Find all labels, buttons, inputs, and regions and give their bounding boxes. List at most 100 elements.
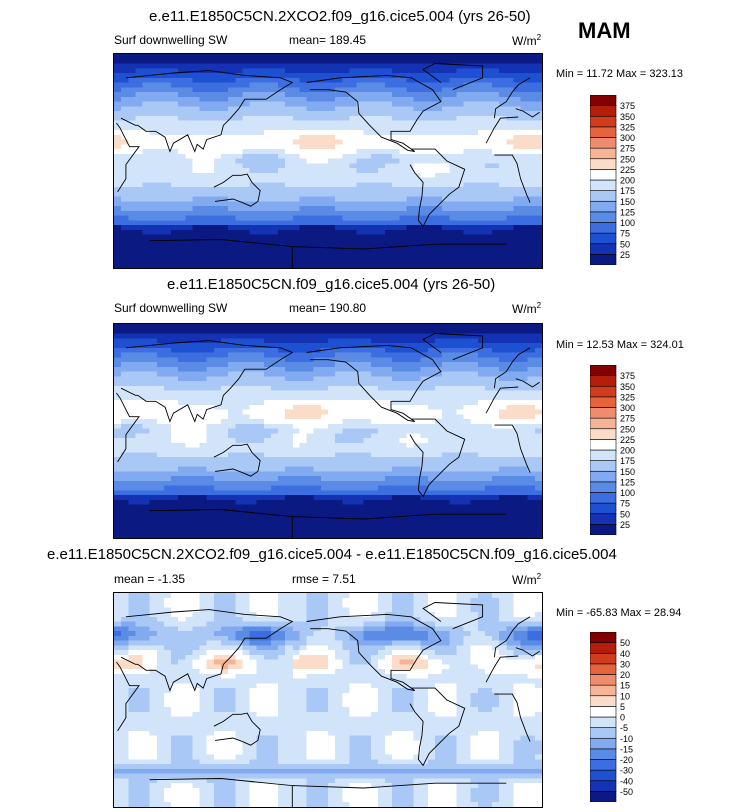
coastline-outline [306,74,442,152]
panel2-title: e.e11.E1850C5CN.f09_g16.cice5.004 (yrs 2… [167,276,496,293]
colorbar-swatch [590,780,617,792]
coastline-outline [120,340,540,423]
colorbar-tick-label: 375 [620,101,635,111]
colorbar-tick-label: 125 [620,477,635,487]
panel2-map [113,323,543,539]
colorbar-swatch [590,513,617,525]
coastline-outline [409,148,466,228]
panel3-title: e.e11.E1850C5CN.2XCO2.f09_g16.cice5.004 … [47,546,617,563]
colorbar-tick-label: -20 [620,755,633,765]
colorbar-swatch [590,737,617,750]
colorbar-tick-label: -30 [620,766,633,776]
colorbar-swatch [590,375,617,387]
colorbar-tick-label: 100 [620,218,635,228]
colorbar-tick-label: 125 [620,207,635,217]
colorbar-swatch [590,632,617,643]
coastline-outline [213,173,261,207]
colorbar-swatch [590,727,617,739]
colorbar-swatch [590,211,617,223]
colorbar-tick-label: 200 [620,176,635,186]
colorbar-tick-label: 250 [620,154,635,164]
colorbar-swatch [590,105,617,117]
coastline-outline [213,712,261,746]
colorbar-tick-label: 75 [620,499,630,509]
coastline-outline [306,344,442,422]
colorbar-swatch [590,365,617,376]
coastline-outline [149,239,507,268]
coastline-outline [116,655,531,742]
colorbar-tick-label: 25 [620,520,630,530]
colorbar-swatch [590,470,617,483]
colorbar-swatch [590,642,617,654]
colorbar-swatch [590,126,617,138]
colorbar-tick-label: 325 [620,122,635,132]
colorbar-swatch [590,439,617,451]
colorbar-tick-label: 10 [620,691,630,701]
panel2-colorbar: 2550751001251501752002252502753003253503… [590,365,635,535]
colorbar-swatch [590,147,617,160]
panel1-minmax: Min = 11.72 Max = 323.13 [556,68,683,80]
colorbar-swatch [590,158,617,170]
panel1-variable-label: Surf downwelling SW [114,33,228,47]
colorbar-swatch [590,169,617,181]
panel3-mean-label: mean = -1.35 [114,572,186,586]
panel2-minmax: Min = 12.53 Max = 324.01 [556,339,684,351]
coastline-outline [213,443,261,477]
colorbar-swatch [590,243,617,255]
colorbar-swatch [590,748,617,760]
coastline-outline [422,333,484,361]
colorbar-tick-label: 50 [620,509,630,519]
panel3-map [113,592,543,808]
colorbar-swatch [590,524,617,535]
panel2-mean-label: mean= 190.80 [289,301,367,315]
colorbar-swatch [590,190,617,202]
season-label: MAM [578,18,631,43]
colorbar-swatch [590,695,617,707]
coastline-outline [422,602,484,630]
colorbar-tick-label: 50 [620,239,630,249]
panel3-units: W/m2 [512,572,542,587]
coastline-outline [116,116,531,203]
colorbar-tick-label: -5 [620,723,628,733]
colorbar-tick-label: 175 [620,186,635,196]
colorbar-swatch [590,502,617,515]
colorbar-swatch [590,417,617,430]
coastline-outline [306,613,442,691]
colorbar-tick-label: 375 [620,371,635,381]
colorbar-swatch [590,396,617,408]
panel3-minmax: Min = -65.83 Max = 28.94 [556,607,682,619]
colorbar-swatch [590,95,617,106]
coastline-outline [409,418,466,498]
colorbar-tick-label: 25 [620,250,630,260]
colorbar-tick-label: 100 [620,488,635,498]
colorbar-swatch [590,137,617,149]
coastline-outline [120,609,540,692]
colorbar-tick-label: 275 [620,414,635,424]
coastline-outline [149,509,507,538]
colorbar-swatch [590,179,617,191]
colorbar-swatch [590,684,617,697]
colorbar-tick-label: 20 [620,670,630,680]
colorbar-swatch [590,674,617,686]
panel2-units: W/m2 [512,301,542,316]
colorbar-tick-label: 150 [620,467,635,477]
colorbar-tick-label: 275 [620,144,635,154]
colorbar-swatch [590,428,617,440]
panel1-units: W/m2 [512,33,542,48]
colorbar-swatch [590,769,617,782]
colorbar-tick-label: 250 [620,424,635,434]
colorbar-swatch [590,481,617,493]
colorbar-swatch [590,254,617,265]
panel1-map [113,53,543,269]
colorbar-tick-label: 325 [620,392,635,402]
colorbar-tick-label: 225 [620,435,635,445]
colorbar-swatch [590,716,617,728]
colorbar-swatch [590,791,617,802]
colorbar-swatch [590,222,617,234]
colorbar-tick-label: 75 [620,229,630,239]
colorbar-swatch [590,449,617,461]
colorbar-tick-label: 350 [620,382,635,392]
colorbar-tick-label: -10 [620,734,633,744]
colorbar-swatch [590,385,617,398]
coastline-outline [422,63,484,91]
